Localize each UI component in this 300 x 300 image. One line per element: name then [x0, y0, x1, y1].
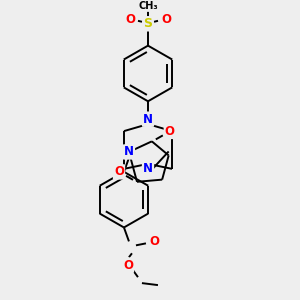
- Text: O: O: [125, 13, 135, 26]
- Text: N: N: [143, 113, 153, 126]
- Text: S: S: [143, 17, 152, 30]
- Text: O: O: [165, 125, 175, 138]
- Text: N: N: [124, 146, 134, 158]
- Text: O: O: [123, 259, 133, 272]
- Text: O: O: [149, 235, 159, 248]
- Text: CH₃: CH₃: [138, 1, 158, 11]
- Text: O: O: [114, 165, 124, 178]
- Text: N: N: [143, 162, 153, 175]
- Text: O: O: [161, 13, 171, 26]
